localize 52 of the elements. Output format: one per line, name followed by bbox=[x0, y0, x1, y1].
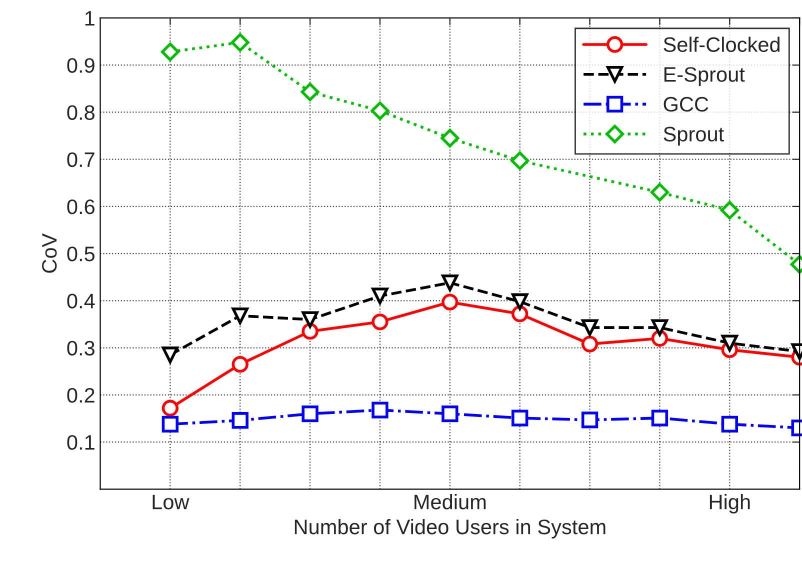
point bbox=[581, 412, 598, 428]
point bbox=[370, 102, 390, 120]
point bbox=[512, 410, 528, 426]
point bbox=[230, 33, 250, 52]
y-tick-label: 0.2 bbox=[67, 388, 94, 403]
point bbox=[162, 416, 179, 432]
point bbox=[442, 405, 458, 422]
y-tick-label: 0.1 bbox=[67, 435, 94, 450]
point bbox=[302, 405, 318, 422]
legend-label: Sprout bbox=[664, 126, 724, 146]
point bbox=[302, 311, 318, 328]
y-tick-label: 0.9 bbox=[67, 58, 94, 73]
point bbox=[512, 293, 528, 310]
x-tick-label: High bbox=[710, 494, 750, 514]
point bbox=[650, 183, 669, 202]
y-axis-title: CoV bbox=[42, 233, 57, 273]
y-tick-label: 0.7 bbox=[67, 152, 94, 168]
point bbox=[232, 356, 248, 373]
point bbox=[512, 306, 528, 322]
y-tick-label: 0.8 bbox=[67, 105, 94, 120]
x-tick-label: Low bbox=[152, 494, 190, 510]
point bbox=[372, 314, 388, 330]
point bbox=[442, 274, 458, 292]
point bbox=[162, 346, 179, 364]
point bbox=[581, 319, 598, 336]
y-tick-label: 0.3 bbox=[67, 340, 94, 356]
y-tick-label: 0.6 bbox=[67, 199, 94, 214]
point bbox=[372, 402, 388, 418]
legend-label: E-Sprout bbox=[664, 67, 745, 86]
y-tick-label: 0.5 bbox=[67, 246, 95, 262]
point bbox=[302, 322, 318, 340]
point bbox=[162, 400, 179, 416]
point bbox=[720, 200, 739, 220]
legend-label: GCC bbox=[664, 96, 708, 112]
point bbox=[721, 416, 738, 432]
point bbox=[372, 288, 388, 304]
point bbox=[442, 294, 458, 310]
x-tick-label: Medium bbox=[414, 494, 486, 510]
y-tick-label: 1 bbox=[85, 11, 94, 26]
point bbox=[581, 336, 598, 352]
y-tick-label: 0.4 bbox=[67, 294, 95, 308]
legend-label: Self-Clocked bbox=[664, 36, 780, 52]
point bbox=[300, 82, 320, 102]
point bbox=[232, 307, 248, 324]
point bbox=[160, 42, 180, 62]
point bbox=[232, 412, 248, 429]
x-axis-title: Number of Video Users in System bbox=[294, 519, 606, 538]
point bbox=[510, 151, 530, 170]
point bbox=[440, 128, 460, 148]
point bbox=[721, 334, 738, 352]
point bbox=[651, 410, 668, 426]
point bbox=[651, 319, 668, 336]
